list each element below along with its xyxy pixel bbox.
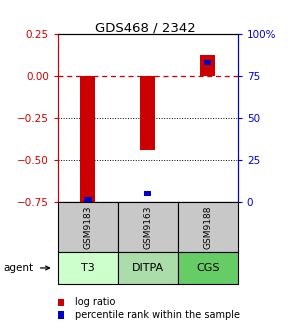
Text: GSM9183: GSM9183 [84, 205, 93, 249]
Text: percentile rank within the sample: percentile rank within the sample [75, 310, 240, 320]
Bar [84, 198, 92, 202]
Text: T3: T3 [81, 263, 95, 273]
Text: agent: agent [3, 263, 33, 273]
Bar [204, 59, 211, 65]
Text: GSM9188: GSM9188 [203, 205, 212, 249]
Bar [140, 76, 155, 150]
Text: log ratio: log ratio [75, 297, 116, 307]
Bar [144, 191, 151, 196]
Text: GSM9163: GSM9163 [143, 205, 153, 249]
Text: GDS468 / 2342: GDS468 / 2342 [95, 22, 195, 35]
Text: DITPA: DITPA [132, 263, 164, 273]
Text: CGS: CGS [196, 263, 220, 273]
Bar [200, 55, 215, 76]
Bar [80, 76, 95, 205]
